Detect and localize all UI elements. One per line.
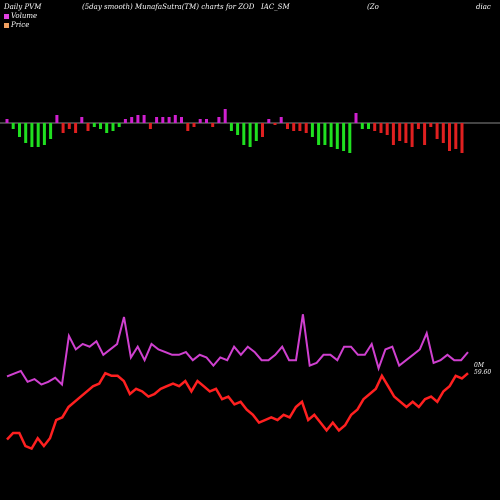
volume-bar <box>261 123 264 137</box>
volume-bar <box>198 119 202 123</box>
chart-company: (Zo <box>367 3 379 11</box>
volume-bar <box>142 115 146 123</box>
volume-bar <box>236 123 240 135</box>
volume-bar <box>92 123 96 127</box>
volume-bar <box>454 123 458 149</box>
volume-bar <box>273 123 277 125</box>
volume-bar <box>217 117 221 123</box>
volume-bar <box>167 117 171 123</box>
volume-bar <box>423 123 427 145</box>
volume-bar <box>329 123 333 147</box>
volume-bar <box>304 123 308 133</box>
volume-bar <box>404 123 408 143</box>
price-line <box>6 371 469 451</box>
volume-bar <box>30 123 34 147</box>
chart-symbol: IAC_SM <box>261 3 290 11</box>
volume-bar <box>205 119 208 123</box>
volume-bar <box>5 119 9 123</box>
chart-company-cont: diac <box>476 3 491 11</box>
volume-bar <box>161 117 165 123</box>
volume-bar <box>24 123 28 143</box>
volume-bar <box>80 117 84 123</box>
volume-bar <box>416 123 420 129</box>
chart-title-middle: (5day smooth) MunafaSutra(TM) charts for… <box>82 3 255 11</box>
legend-price-label: Price <box>11 21 30 29</box>
volume-bar <box>18 123 21 137</box>
volume-bar <box>317 123 321 145</box>
volume-bar <box>111 123 115 131</box>
volume-bar <box>155 117 159 123</box>
volume-bar <box>136 115 140 123</box>
volume-bar <box>385 123 389 135</box>
volume-bar <box>460 123 464 153</box>
price-label: 0M <box>474 362 484 369</box>
legend-volume-swatch <box>4 13 9 19</box>
volume-bar <box>211 123 215 127</box>
volume-bar <box>335 123 339 149</box>
volume-line <box>6 314 469 387</box>
volume-bar <box>67 123 71 129</box>
volume-bar <box>86 123 90 131</box>
volume-bar <box>74 123 78 133</box>
volume-bar <box>398 123 402 141</box>
volume-bar <box>298 123 302 131</box>
volume-bar <box>391 123 395 145</box>
volume-bar <box>223 109 227 123</box>
volume-bar <box>367 123 370 129</box>
legend-volume: Volume <box>4 12 37 20</box>
volume-bar <box>36 123 40 147</box>
volume-bar <box>429 123 433 127</box>
volume-bar <box>379 123 383 133</box>
volume-bar <box>254 123 258 141</box>
chart-title-left: Daily PVM <box>4 3 42 11</box>
volume-bar <box>373 123 377 131</box>
volume-bar <box>99 123 102 129</box>
volume-bar <box>180 117 183 123</box>
volume-bar <box>354 113 358 123</box>
volume-bar <box>267 119 271 123</box>
volume-bar <box>279 117 283 123</box>
volume-bar <box>61 123 65 133</box>
volume-bar <box>342 123 346 151</box>
volume-bar <box>49 123 53 139</box>
volume-bar <box>117 123 121 127</box>
price-value-label: 59.60 <box>474 369 492 376</box>
legend-volume-label: Volume <box>11 12 38 20</box>
volume-bar <box>286 123 289 129</box>
volume-bar <box>186 123 190 131</box>
volume-bar <box>323 123 327 145</box>
volume-bar <box>42 123 46 145</box>
volume-bar <box>310 123 314 137</box>
volume-bar <box>410 123 414 147</box>
legend-price-swatch <box>4 22 9 28</box>
volume-bar <box>105 123 109 133</box>
volume-bar <box>173 115 177 123</box>
volume-bar <box>229 123 233 131</box>
volume-bar <box>348 123 352 153</box>
volume-bar <box>242 123 246 145</box>
volume-bar <box>448 123 451 151</box>
volume-bar <box>360 123 364 129</box>
legend-price: Price <box>4 21 29 29</box>
volume-bar <box>148 123 152 129</box>
volume-bar <box>435 123 439 139</box>
volume-bar <box>192 123 196 127</box>
volume-bar <box>441 123 445 143</box>
volume-bar <box>248 123 252 147</box>
volume-bar <box>11 123 15 129</box>
volume-bar <box>130 117 134 123</box>
volume-bar <box>55 115 59 123</box>
volume-bar <box>292 123 296 131</box>
volume-bar <box>123 119 127 123</box>
